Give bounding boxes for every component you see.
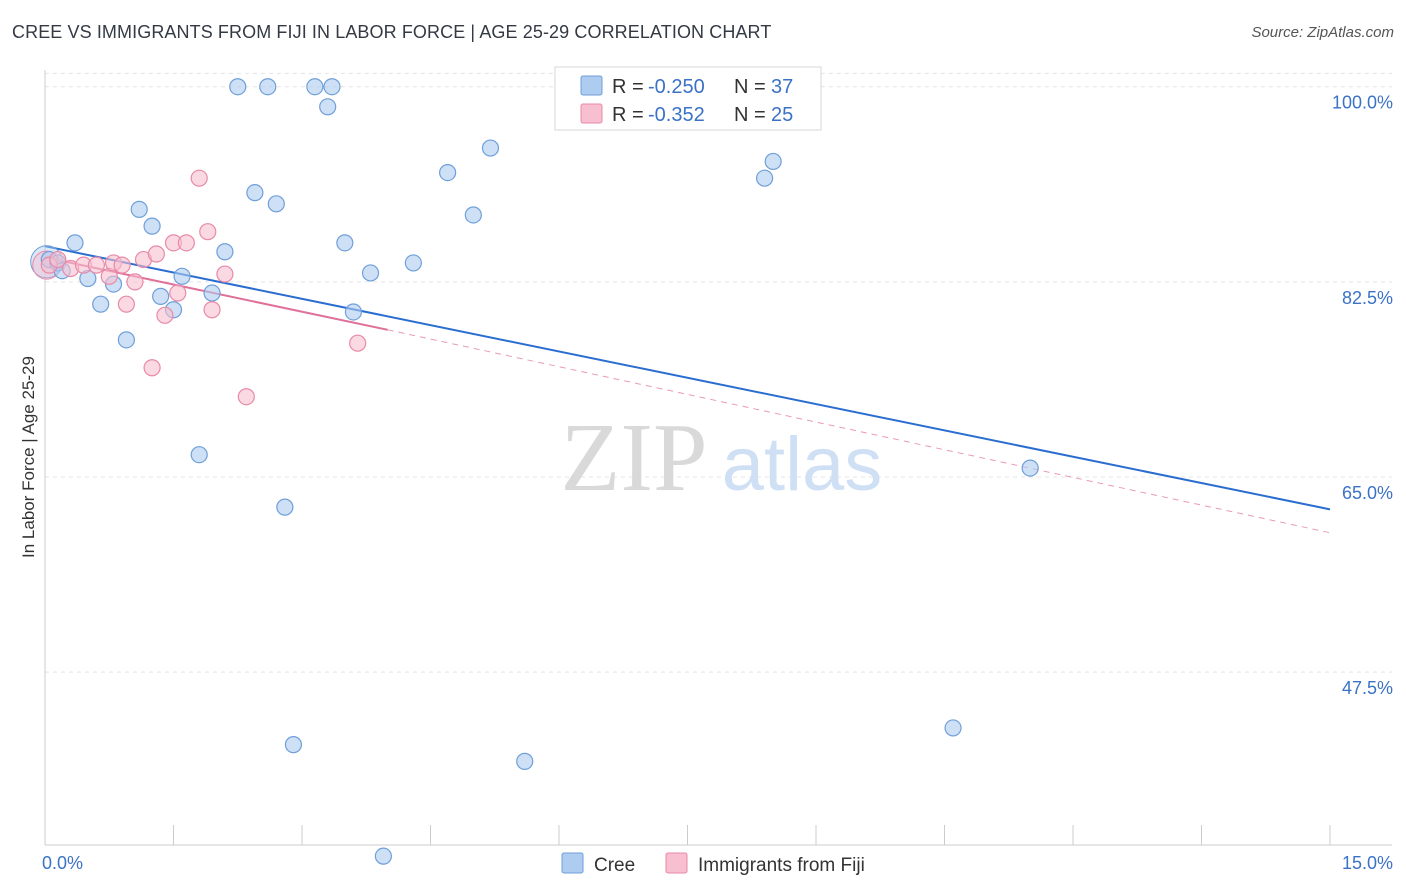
data-point-fiji: [49, 250, 67, 269]
data-point-cree: [246, 184, 264, 202]
data-point-cree: [306, 78, 324, 96]
legend-n-value-cree: 37: [771, 76, 793, 98]
data-point-cree: [404, 254, 422, 272]
data-point-cree: [259, 78, 277, 96]
bottom-legend: Cree Immigrants from Fiji: [561, 852, 865, 876]
data-point-cree: [130, 200, 148, 218]
data-point-cree: [284, 736, 303, 754]
data-point-cree: [336, 234, 354, 252]
data-point-cree: [143, 217, 161, 235]
data-point-cree: [203, 284, 221, 302]
data-point-cree: [152, 287, 170, 305]
data-point-cree: [267, 195, 285, 213]
watermark-atlas: atlas: [722, 422, 883, 507]
data-point-cree: [66, 234, 84, 252]
bottom-legend-swatch-fiji: [665, 852, 688, 874]
data-point-fiji: [87, 256, 106, 274]
data-point-cree: [439, 163, 457, 182]
point-layer: [30, 78, 1039, 865]
legend-n-label-cree: N =: [734, 76, 766, 98]
data-point-cree: [755, 169, 774, 187]
legend-r-value-cree: -0.250: [648, 76, 705, 98]
data-point-cree: [117, 331, 135, 349]
y-tick-label: 47.5%: [1342, 678, 1393, 698]
data-point-cree: [481, 139, 500, 157]
y-axis-title: In Labor Force | Age 25-29: [19, 356, 38, 558]
label-layer: 100.0% 82.5% 65.0% 47.5% 0.0% 15.0%: [42, 93, 1393, 873]
bottom-legend-label-fiji: Immigrants from Fiji: [698, 855, 865, 876]
data-point-fiji: [349, 334, 367, 352]
legend-swatch-cree: [580, 75, 603, 96]
chart-title: CREE VS IMMIGRANTS FROM FIJI IN LABOR FO…: [12, 22, 772, 42]
data-point-cree: [190, 446, 208, 464]
data-point-cree: [216, 243, 234, 261]
axis-layer: [44, 70, 1392, 846]
x-tick-label: 15.0%: [1342, 853, 1393, 873]
data-point-cree: [92, 295, 110, 313]
data-point-cree: [944, 719, 962, 737]
y-tick-label: 100.0%: [1332, 93, 1393, 113]
data-point-fiji: [237, 388, 255, 406]
data-point-fiji: [203, 301, 221, 319]
grid-layer: [45, 72, 1392, 673]
data-point-fiji: [147, 245, 165, 263]
data-point-fiji: [143, 359, 161, 377]
legend-r-value-fiji: -0.352: [648, 104, 705, 126]
data-point-cree: [374, 847, 392, 865]
data-point-cree: [1021, 459, 1039, 477]
data-point-fiji: [190, 169, 208, 187]
watermark-zip: ZIP: [561, 404, 708, 512]
data-point-fiji: [126, 273, 144, 291]
y-tick-label: 65.0%: [1342, 483, 1393, 503]
data-point-cree: [516, 752, 534, 770]
data-point-fiji: [177, 234, 195, 252]
legend-n-value-fiji: 25: [771, 104, 793, 126]
data-point-fiji: [117, 295, 135, 313]
data-point-fiji: [169, 284, 187, 302]
data-point-cree: [323, 78, 341, 96]
data-point-cree: [229, 78, 247, 96]
data-point-fiji: [113, 256, 131, 274]
data-point-fiji: [199, 223, 217, 241]
x-tick-label: 0.0%: [42, 853, 83, 873]
data-point-cree: [276, 498, 294, 516]
data-point-cree: [319, 98, 337, 116]
data-point-cree: [764, 152, 782, 171]
bottom-legend-swatch-cree: [561, 852, 584, 874]
trend-line-fiji-extended: [387, 329, 1331, 534]
legend-box: R = -0.250 N = 37 R = -0.352 N = 25: [554, 66, 822, 131]
legend-swatch-fiji: [580, 103, 603, 124]
legend-r-label-cree: R =: [612, 76, 644, 98]
legend-n-label-fiji: N =: [734, 104, 766, 126]
data-point-cree: [344, 303, 362, 321]
data-point-cree: [173, 267, 191, 285]
trend-line-cree: [44, 245, 1331, 511]
data-point-cree: [464, 206, 482, 224]
data-point-fiji: [216, 265, 234, 283]
data-point-cree: [361, 264, 380, 282]
legend-r-label-fiji: R =: [612, 104, 644, 126]
bottom-legend-label-cree: Cree: [594, 855, 635, 876]
source-label: Source: ZipAtlas.com: [1251, 24, 1394, 41]
y-tick-label: 82.5%: [1342, 288, 1393, 308]
data-point-fiji: [156, 306, 174, 324]
